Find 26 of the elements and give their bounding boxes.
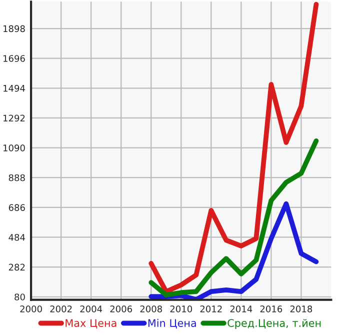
x-tick-label: 2016 — [260, 306, 282, 312]
y-tick-label: 1090 — [4, 144, 25, 152]
y-tick-label: 484 — [8, 234, 25, 241]
x-tick-label: 2006 — [110, 306, 132, 312]
x-tick-label: 2000 — [20, 306, 42, 312]
y-tick-label: 888 — [8, 174, 25, 182]
y-tick-label: 1292 — [4, 114, 25, 122]
y-tick-label: 1494 — [4, 84, 25, 92]
y-tick-label: 80 — [14, 294, 25, 300]
y-tick-label: 1696 — [4, 55, 25, 62]
y-tick-label: 686 — [8, 204, 25, 211]
x-tick-label: 2010 — [170, 306, 192, 312]
x-tick-label: 2012 — [200, 306, 222, 312]
x-tick-label: 2014 — [230, 306, 252, 312]
legend-label: Сред.Цена, т.йен — [228, 318, 321, 329]
x-tick-label: 2018 — [290, 306, 312, 312]
legend-label: Max Цена — [66, 319, 116, 328]
y-tick-label: 282 — [8, 264, 25, 271]
line-series — [148, 2, 319, 294]
x-tick-label: 2008 — [140, 306, 162, 312]
line-series — [148, 201, 319, 300]
line-series — [148, 138, 319, 298]
y-tick-label: 1898 — [4, 25, 25, 32]
x-tick-label: 2002 — [50, 306, 72, 312]
legend-label: Min Цена — [148, 318, 196, 328]
x-tick-label: 2004 — [80, 306, 102, 312]
